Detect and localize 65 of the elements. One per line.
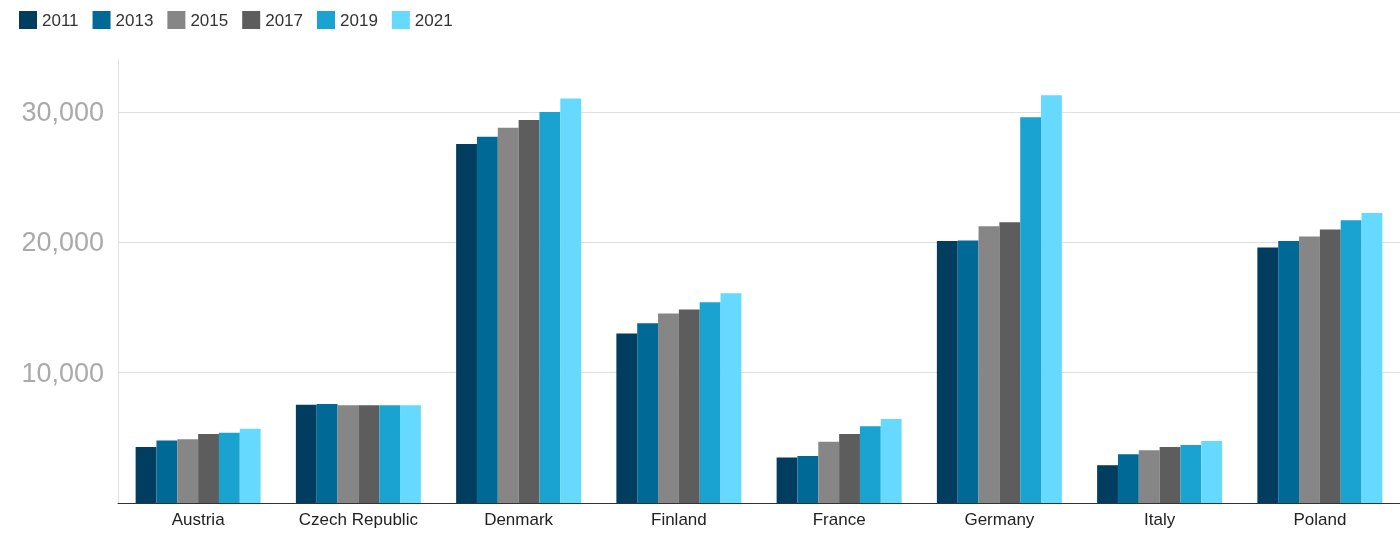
x-tick-label: Germany [964,510,1035,529]
bar [859,426,881,503]
legend-label: 2017 [265,10,304,30]
bar [658,313,679,503]
bar [1201,441,1223,503]
x-tick-label: Poland [1293,510,1347,529]
legend-label: 2021 [414,10,453,30]
legend-label: 2019 [340,10,378,30]
bar [156,440,178,503]
bar [936,241,958,503]
bar [560,98,582,503]
bar [239,428,261,503]
x-tick-label: Austria [171,510,226,529]
x-tick-label: Italy [1144,510,1176,529]
bar [476,136,498,503]
bar [1159,446,1181,503]
bar [978,226,1000,503]
bar [400,405,421,503]
bar [616,333,638,503]
bar [497,127,519,503]
bar [1097,465,1118,503]
bar [1299,236,1320,503]
bar [1041,95,1062,503]
bar [379,405,401,503]
bar [135,446,157,503]
bar [177,439,199,503]
bar [678,309,700,503]
x-tick-label: Denmark [484,510,554,529]
bar [1257,247,1279,503]
bar [295,404,317,503]
bar [1319,229,1341,503]
y-tick-label: 20,000 [21,227,104,258]
x-tick-label: France [812,510,866,529]
bar [337,405,359,503]
bar [637,323,659,503]
bar [1340,220,1362,503]
bar [198,433,219,503]
legend-label: 2011 [42,10,79,30]
bar [518,119,540,503]
bar [720,293,742,503]
y-tick-label: 30,000 [21,97,104,128]
bar [957,240,979,503]
bar [1361,213,1383,503]
x-tick-label: Finland [650,510,707,529]
bar [999,222,1021,503]
bar [1278,241,1300,503]
legend-label: 2013 [115,10,154,30]
bar [797,456,819,503]
bar [316,403,338,503]
bar [358,405,380,503]
x-tick-label: Czech Republic [298,510,419,529]
y-tick-label: 10,000 [21,357,104,388]
bar [1117,454,1139,503]
bar [218,432,240,503]
bar [1138,450,1160,503]
bar [839,433,860,503]
bar [880,418,902,503]
bar [818,441,840,503]
bar [456,144,477,503]
legend-label: 2015 [190,10,229,30]
bar [776,457,798,503]
bar [539,112,561,503]
bar [1180,445,1202,503]
bar [699,302,721,503]
bar [1020,117,1042,503]
